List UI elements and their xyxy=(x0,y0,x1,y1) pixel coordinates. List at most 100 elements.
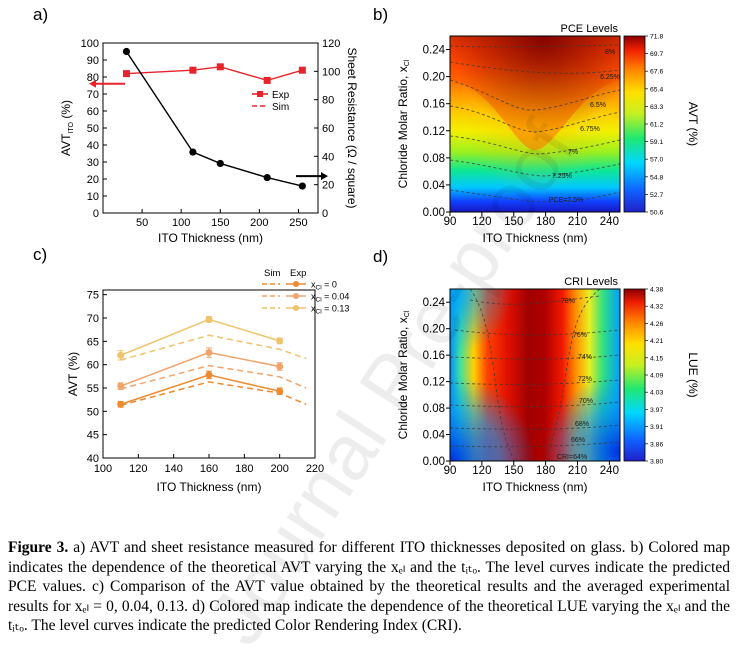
y-tick-label: 0 xyxy=(93,208,99,220)
contour-line xyxy=(450,79,620,111)
x-tick-label: 120 xyxy=(129,463,147,475)
legend-exp-marker xyxy=(293,305,299,311)
data-point xyxy=(117,400,125,408)
x-tick-label: 140 xyxy=(164,463,182,475)
exp-line xyxy=(120,351,280,387)
figure-caption: Figure 3. a) AVT and sheet resistance me… xyxy=(8,538,730,636)
x-tick-label: 240 xyxy=(600,465,619,477)
data-point xyxy=(276,387,284,395)
chart-c: 100 120 140 160 180 200 220 40 45 50 55 60 65 70 75 ITO… xyxy=(66,268,349,494)
legend-entry-label: xCl = 0.13 xyxy=(311,304,349,316)
y-right-tick-label: 40 xyxy=(322,151,334,163)
y-right-tick-label: 100 xyxy=(322,66,340,78)
contour-label: 78% xyxy=(561,298,575,305)
contour-label: 6.5% xyxy=(590,102,606,109)
contour-line xyxy=(450,441,620,448)
contours-b xyxy=(450,44,620,203)
y-tick-label: 0.16 xyxy=(423,350,445,362)
y-tick-label: 0.12 xyxy=(423,126,445,138)
chart-title: CRI Levels xyxy=(564,276,618,288)
legend-exp-marker xyxy=(293,293,299,299)
x-tick-label: 160 xyxy=(200,463,218,475)
x-axis-label: ITO Thickness (nm) xyxy=(158,231,263,245)
colorbar-tick-label: 3.91 xyxy=(650,424,663,431)
y-tick-label: 65 xyxy=(87,336,99,348)
x-tick-label: 150 xyxy=(211,217,229,229)
colorbar-tick-label: 69.7 xyxy=(650,51,663,58)
data-point xyxy=(263,76,271,84)
colorbar-tick-label: 3.86 xyxy=(650,441,663,448)
chart-d: 78% 76% 74% 72% 70% 68% 66% CRI=64% 90 120 150 180… xyxy=(396,276,700,494)
y-tick-label: 55 xyxy=(87,383,99,395)
panel-label-d: d) xyxy=(373,247,388,266)
y-tick-label: 75 xyxy=(87,290,99,302)
x-tick-label: 210 xyxy=(568,465,587,477)
y-axis-label: Chloride Molar Ratio, xCl xyxy=(396,310,411,439)
y-axis-label: AVTITO (%) xyxy=(59,100,75,156)
y-right-tick-label: 80 xyxy=(322,95,334,107)
contour-label: 7.25% xyxy=(552,173,572,180)
sim-line xyxy=(120,381,307,406)
y-right-tick-label: 60 xyxy=(322,123,334,135)
y-tick-label: 0.20 xyxy=(423,72,445,84)
x-tick-label: 210 xyxy=(568,216,587,228)
y-tick-label: 0.24 xyxy=(423,297,446,309)
x-tick-label: 220 xyxy=(306,463,324,475)
contour-label: 68% xyxy=(575,421,589,428)
x-tick-label: 150 xyxy=(504,216,523,228)
legend-exp-marker xyxy=(257,91,263,97)
colorbar-tick-label: 4.15 xyxy=(650,355,663,362)
contour-line xyxy=(469,295,601,305)
data-point xyxy=(117,351,125,359)
sim-line xyxy=(120,334,307,361)
y-tick-label: 45 xyxy=(87,430,99,442)
data-point xyxy=(189,148,197,156)
colorbar-tick-label: 4.38 xyxy=(650,287,663,294)
colorbar-tick-label: 4.26 xyxy=(650,321,663,328)
data-point xyxy=(189,66,197,74)
heatmap-b-top-core xyxy=(450,36,620,212)
y-tick-label: 0.20 xyxy=(423,324,445,336)
legend-header-sim: Sim xyxy=(264,268,280,279)
contour-line xyxy=(450,189,620,203)
contour-label: 72% xyxy=(578,376,592,383)
y-tick-label: 70 xyxy=(87,89,99,101)
data-point xyxy=(216,63,224,71)
y-tick-label: 100 xyxy=(81,38,99,50)
x-tick-label: 50 xyxy=(136,217,148,229)
legend-exp-marker xyxy=(293,281,299,287)
x-tick-label: 90 xyxy=(444,465,457,477)
x-tick-label: 120 xyxy=(472,465,491,477)
data-point xyxy=(276,363,284,371)
panel-label-b: b) xyxy=(373,5,388,24)
x-tick-label: 200 xyxy=(250,217,268,229)
contour-line xyxy=(450,354,620,360)
contour-label: CRI=64% xyxy=(557,454,587,461)
x-axis-label: ITO Thickness (nm) xyxy=(483,480,588,494)
data-point xyxy=(298,66,306,74)
legend-exp-label: Exp xyxy=(272,90,290,101)
contour-line xyxy=(450,424,620,430)
y-tick-label: 30 xyxy=(87,157,99,169)
plot-frame xyxy=(449,35,621,213)
colorbar-tick-label: 67.6 xyxy=(650,69,663,76)
contour-line xyxy=(450,44,620,48)
legend-entry-label: xCl = 0 xyxy=(311,280,337,292)
contour-label: 76% xyxy=(573,332,587,339)
y-tick-label: 0.04 xyxy=(423,180,446,192)
colorbar xyxy=(623,35,646,213)
colorbar-label: AVT (%) xyxy=(686,102,700,146)
contour-label: 70% xyxy=(579,398,593,405)
y-tick-label: 0.08 xyxy=(423,403,445,415)
colorbar-tick-label: 4.21 xyxy=(650,338,663,345)
colorbar-tick-label: 71.8 xyxy=(650,34,663,41)
y-tick-label: 60 xyxy=(87,106,99,118)
colorbar-tick-label: 54.8 xyxy=(650,174,663,181)
x-tick-label: 180 xyxy=(536,465,555,477)
colorbar-tick-label: 4.32 xyxy=(650,304,663,311)
y-axis-label: AVT (%) xyxy=(66,352,80,396)
y-tick-label: 0.24 xyxy=(423,45,446,57)
colorbar-tick-label: 4.03 xyxy=(650,390,663,397)
data-point xyxy=(122,47,131,56)
heatmap-d-blue-top xyxy=(450,289,620,461)
